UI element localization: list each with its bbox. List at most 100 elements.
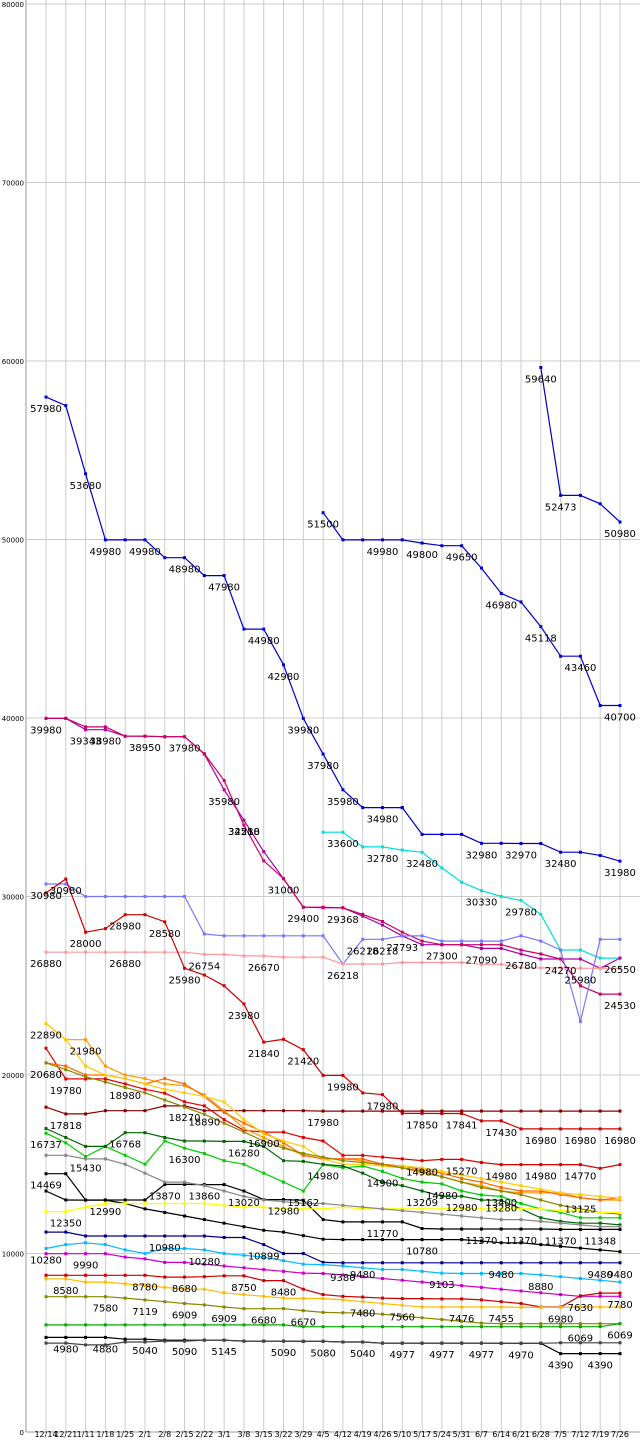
data-label: 14980 [307, 1172, 339, 1183]
x-tick-label: 3/15 [255, 1430, 273, 1439]
data-label: 40700 [604, 713, 636, 724]
data-label: 5145 [211, 1347, 236, 1358]
data-label: 42980 [268, 672, 300, 683]
data-label: 16768 [109, 1140, 141, 1151]
x-tick-label: 6/7 [475, 1430, 488, 1439]
x-tick-label: 5/17 [413, 1430, 431, 1439]
data-label: 4970 [508, 1350, 533, 1361]
data-label: 12990 [89, 1207, 121, 1218]
data-label: 5090 [271, 1348, 296, 1359]
x-tick-label: 1/11 [77, 1430, 95, 1439]
data-label: 12980 [268, 1207, 300, 1218]
data-label: 14900 [367, 1178, 399, 1189]
data-label: 52473 [545, 502, 577, 513]
data-label: 39980 [287, 725, 319, 736]
data-label: 59640 [525, 374, 557, 385]
data-label: 6980 [548, 1314, 573, 1325]
data-point [618, 520, 622, 524]
data-label: 8880 [528, 1282, 553, 1293]
data-label: 26880 [30, 959, 62, 970]
data-label: 9380 [330, 1273, 355, 1284]
data-label: 49800 [406, 550, 438, 561]
series-line [46, 1274, 620, 1308]
data-label: 10899 [248, 1252, 280, 1263]
data-label: 49980 [89, 547, 121, 558]
data-point [400, 806, 404, 810]
x-tick-label: 4/5 [317, 1430, 330, 1439]
data-label: 9480 [350, 1270, 375, 1281]
data-label: 27300 [426, 952, 458, 963]
series-line [323, 831, 620, 959]
x-tick-label: 1/25 [116, 1430, 134, 1439]
data-label: 38950 [129, 743, 161, 754]
data-point [44, 1247, 48, 1251]
data-label: 13020 [228, 1198, 260, 1209]
data-label: 39343 [70, 737, 102, 748]
data-label: 15270 [446, 1166, 478, 1177]
series-line [46, 1173, 620, 1231]
data-label: 8680 [172, 1284, 197, 1295]
data-label: 17980 [307, 1118, 339, 1129]
data-label: 8480 [271, 1288, 296, 1299]
x-tick-label: 2/22 [195, 1430, 213, 1439]
data-label: 4977 [390, 1350, 415, 1361]
data-label: 26754 [188, 961, 220, 972]
x-tick-label: 5/10 [393, 1430, 411, 1439]
data-label: 17841 [446, 1121, 478, 1132]
data-label: 29368 [327, 915, 359, 926]
data-label: 21840 [248, 1049, 280, 1060]
x-tick-label: 2/1 [139, 1430, 152, 1439]
data-label: 7480 [350, 1309, 375, 1320]
data-label: 7455 [489, 1314, 514, 1325]
data-label: 16300 [169, 1155, 201, 1166]
data-label: 13125 [565, 1205, 597, 1216]
data-label: 35980 [327, 797, 359, 808]
data-label: 30330 [466, 898, 498, 909]
data-label: 27090 [466, 955, 498, 966]
data-label: 26218 [367, 946, 399, 957]
data-label: 11370 [545, 1236, 577, 1247]
data-label: 45118 [525, 634, 557, 645]
x-tick-label: 7/26 [611, 1430, 629, 1439]
data-label: 13400 [485, 1198, 517, 1209]
series-line [401, 807, 621, 862]
x-tick-label: 7/5 [554, 1430, 567, 1439]
data-point [44, 891, 48, 895]
data-label: 6069 [568, 1334, 593, 1345]
data-label: 9480 [587, 1270, 612, 1281]
data-label: 19980 [327, 1082, 359, 1093]
data-label: 44980 [248, 636, 280, 647]
data-label: 6670 [291, 1318, 316, 1329]
data-label: 49980 [129, 547, 161, 558]
data-label: 49650 [446, 553, 478, 564]
data-label: 11370 [505, 1236, 537, 1247]
data-label: 17850 [406, 1120, 438, 1131]
data-label: 5040 [132, 1346, 157, 1357]
data-label: 26218 [347, 946, 379, 957]
data-label: 15430 [70, 1164, 102, 1175]
y-tick-label: 80000 [2, 1, 24, 9]
data-label: 57980 [30, 404, 62, 415]
y-tick-label: 30000 [2, 894, 24, 902]
data-label: 19780 [50, 1086, 82, 1097]
series-line [46, 1323, 621, 1328]
data-label: 18270 [169, 1113, 201, 1124]
data-label: 30980 [30, 891, 62, 902]
x-tick-label: 12/21 [54, 1430, 77, 1439]
data-label: 17430 [485, 1128, 517, 1139]
data-point [618, 1322, 622, 1326]
data-label: 4880 [93, 1344, 118, 1355]
data-label: 5090 [172, 1347, 197, 1358]
data-label: 9480 [489, 1270, 514, 1281]
data-label: 6909 [211, 1314, 236, 1325]
data-point [618, 1250, 622, 1254]
data-label: 26780 [505, 961, 537, 972]
x-tick-label: 2/15 [176, 1430, 194, 1439]
x-tick-label: 4/12 [334, 1430, 352, 1439]
x-tick-label: 3/22 [275, 1430, 293, 1439]
data-label: 25980 [565, 975, 597, 986]
data-label: 13870 [149, 1191, 181, 1202]
data-label: 16900 [248, 1139, 280, 1150]
data-label: 21420 [287, 1057, 319, 1068]
